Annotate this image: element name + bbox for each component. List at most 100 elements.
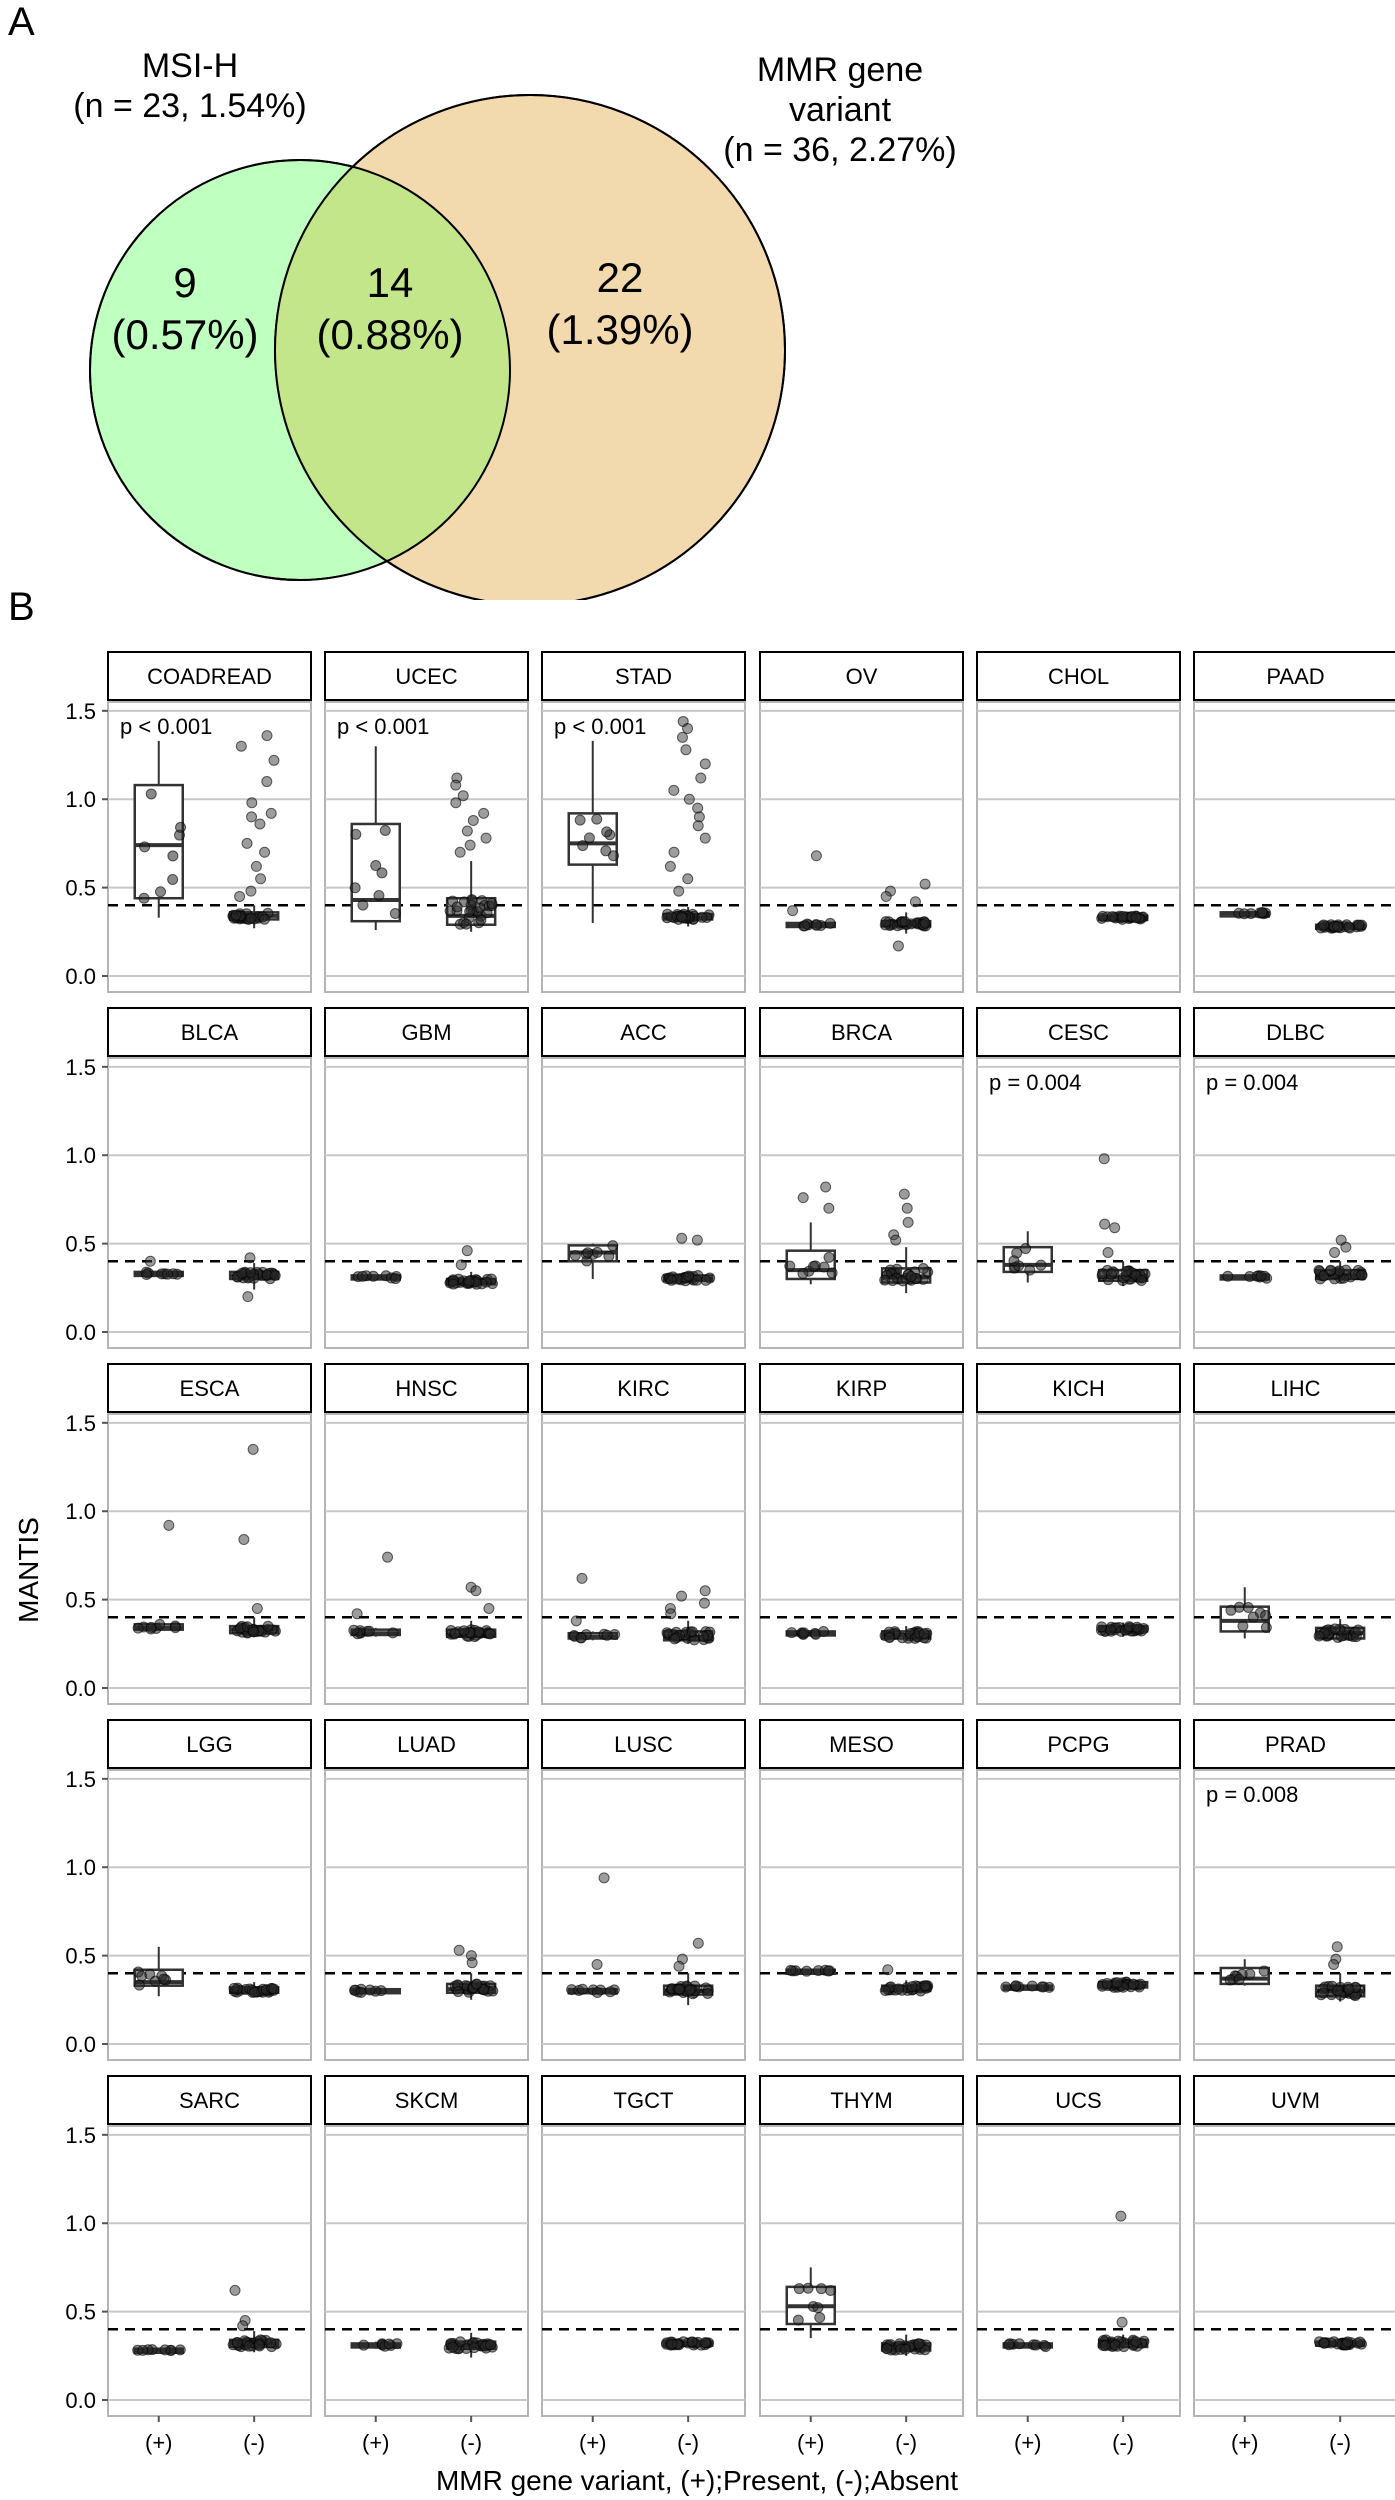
- data-point: [1120, 1265, 1132, 1277]
- data-point: [899, 916, 911, 928]
- data-point: [1353, 919, 1365, 931]
- facet-panel: [1193, 701, 1395, 993]
- outlier-point: [699, 1585, 711, 1597]
- data-point: [245, 912, 257, 924]
- data-point: [801, 1965, 813, 1977]
- facet-label: ACC: [620, 1020, 667, 1045]
- outlier-point: [237, 2320, 249, 2332]
- data-point: [1260, 1609, 1272, 1621]
- data-point: [673, 1983, 685, 1995]
- facet-label: HNSC: [395, 1376, 457, 1401]
- data-point: [1329, 1623, 1341, 1635]
- outlier-point: [238, 1534, 250, 1546]
- data-point: [696, 911, 708, 923]
- data-point: [1035, 1259, 1047, 1271]
- data-point: [154, 886, 166, 898]
- facet-strip: [759, 1007, 964, 1057]
- data-point: [228, 1982, 240, 1994]
- facet-panel: [541, 1413, 746, 1705]
- outlier-point: [251, 1602, 263, 1614]
- y-tick-label: 1.0: [65, 1499, 96, 1524]
- p-value-label: p = 0.008: [1206, 1782, 1298, 1807]
- data-point: [138, 892, 150, 904]
- outlier-point: [668, 784, 680, 796]
- data-point: [899, 2343, 911, 2355]
- outlier-point: [682, 723, 694, 735]
- data-point: [1343, 921, 1355, 933]
- data-point: [600, 845, 612, 857]
- facet-label: CESC: [1048, 1020, 1109, 1045]
- outlier-point: [241, 837, 253, 849]
- p-value-label: p < 0.001: [337, 714, 429, 739]
- facet-label: BRCA: [831, 1020, 892, 1045]
- data-point: [1131, 1621, 1143, 1633]
- data-point: [575, 1632, 587, 1644]
- y-tick-label: 0.5: [65, 876, 96, 901]
- facet-panel: [324, 1413, 529, 1705]
- outlier-point: [576, 1572, 588, 1584]
- data-point: [601, 1629, 613, 1641]
- data-point: [666, 2338, 678, 2350]
- data-point: [349, 882, 361, 894]
- data-point: [918, 1628, 930, 1640]
- y-tick-label: 1.0: [65, 1143, 96, 1168]
- data-point: [458, 896, 470, 908]
- outlier-point: [268, 754, 280, 766]
- outlier-point: [1340, 1241, 1352, 1253]
- facet-panel: [107, 1413, 312, 1705]
- data-point: [591, 1987, 603, 1999]
- outlier-point: [470, 1585, 482, 1597]
- outlier-point: [892, 940, 904, 952]
- facet-label: SKCM: [395, 2088, 459, 2113]
- region-count: 9: [173, 259, 197, 306]
- data-point: [1130, 912, 1142, 924]
- data-point: [449, 1627, 461, 1639]
- venn-set-detail: (n = 23, 1.54%): [73, 87, 307, 125]
- data-point: [1317, 1987, 1329, 1999]
- data-point: [1135, 1274, 1147, 1286]
- outlier-point: [265, 807, 277, 819]
- data-point: [797, 1268, 809, 1280]
- facet-strip: [976, 1007, 1181, 1057]
- data-point: [686, 1626, 698, 1638]
- facet-panel: [107, 1769, 312, 2061]
- x-axis-title: MMR gene variant, (+);Present, (-);Absen…: [436, 2465, 958, 2496]
- data-point: [1255, 1270, 1267, 1282]
- venn-region-msi-only: 9 (0.57%): [85, 257, 285, 361]
- data-point: [387, 1627, 399, 1639]
- venn-diagram: [89, 94, 786, 600]
- facet-label: KIRC: [617, 1376, 670, 1401]
- x-tick-label: (-): [243, 2430, 265, 2455]
- facet-strip: [107, 651, 312, 701]
- data-point: [676, 911, 688, 923]
- outlier-point: [676, 1590, 688, 1602]
- outlier-point: [570, 1615, 582, 1627]
- facet-panel: [976, 1769, 1181, 2061]
- facet-label: COADREAD: [147, 664, 272, 689]
- outlier-point: [919, 878, 931, 890]
- data-point: [389, 908, 401, 920]
- y-tick-label: 0.0: [65, 2032, 96, 2057]
- outlier-point: [664, 860, 676, 872]
- facet-label: UVM: [1271, 2088, 1320, 2113]
- outlier-point: [246, 797, 258, 809]
- outlier-point: [692, 820, 704, 832]
- data-point: [577, 1983, 589, 1995]
- outlier-point: [591, 1958, 603, 1970]
- facet-panel: [107, 1057, 312, 1349]
- data-point: [1332, 1985, 1344, 1997]
- y-tick-label: 0.5: [65, 2300, 96, 2325]
- facet-label: GBM: [401, 1020, 451, 1045]
- region-count: 14: [366, 259, 414, 306]
- data-point: [661, 1627, 673, 1639]
- data-point: [1099, 2340, 1111, 2352]
- data-point: [1036, 1981, 1048, 1993]
- data-point: [383, 2338, 395, 2350]
- outlier-point: [478, 807, 490, 819]
- region-count: 22: [596, 254, 644, 301]
- data-point: [468, 2342, 480, 2354]
- data-point: [1318, 919, 1330, 931]
- data-point: [893, 1983, 905, 1995]
- data-point: [1222, 1270, 1234, 1282]
- data-point: [139, 841, 151, 853]
